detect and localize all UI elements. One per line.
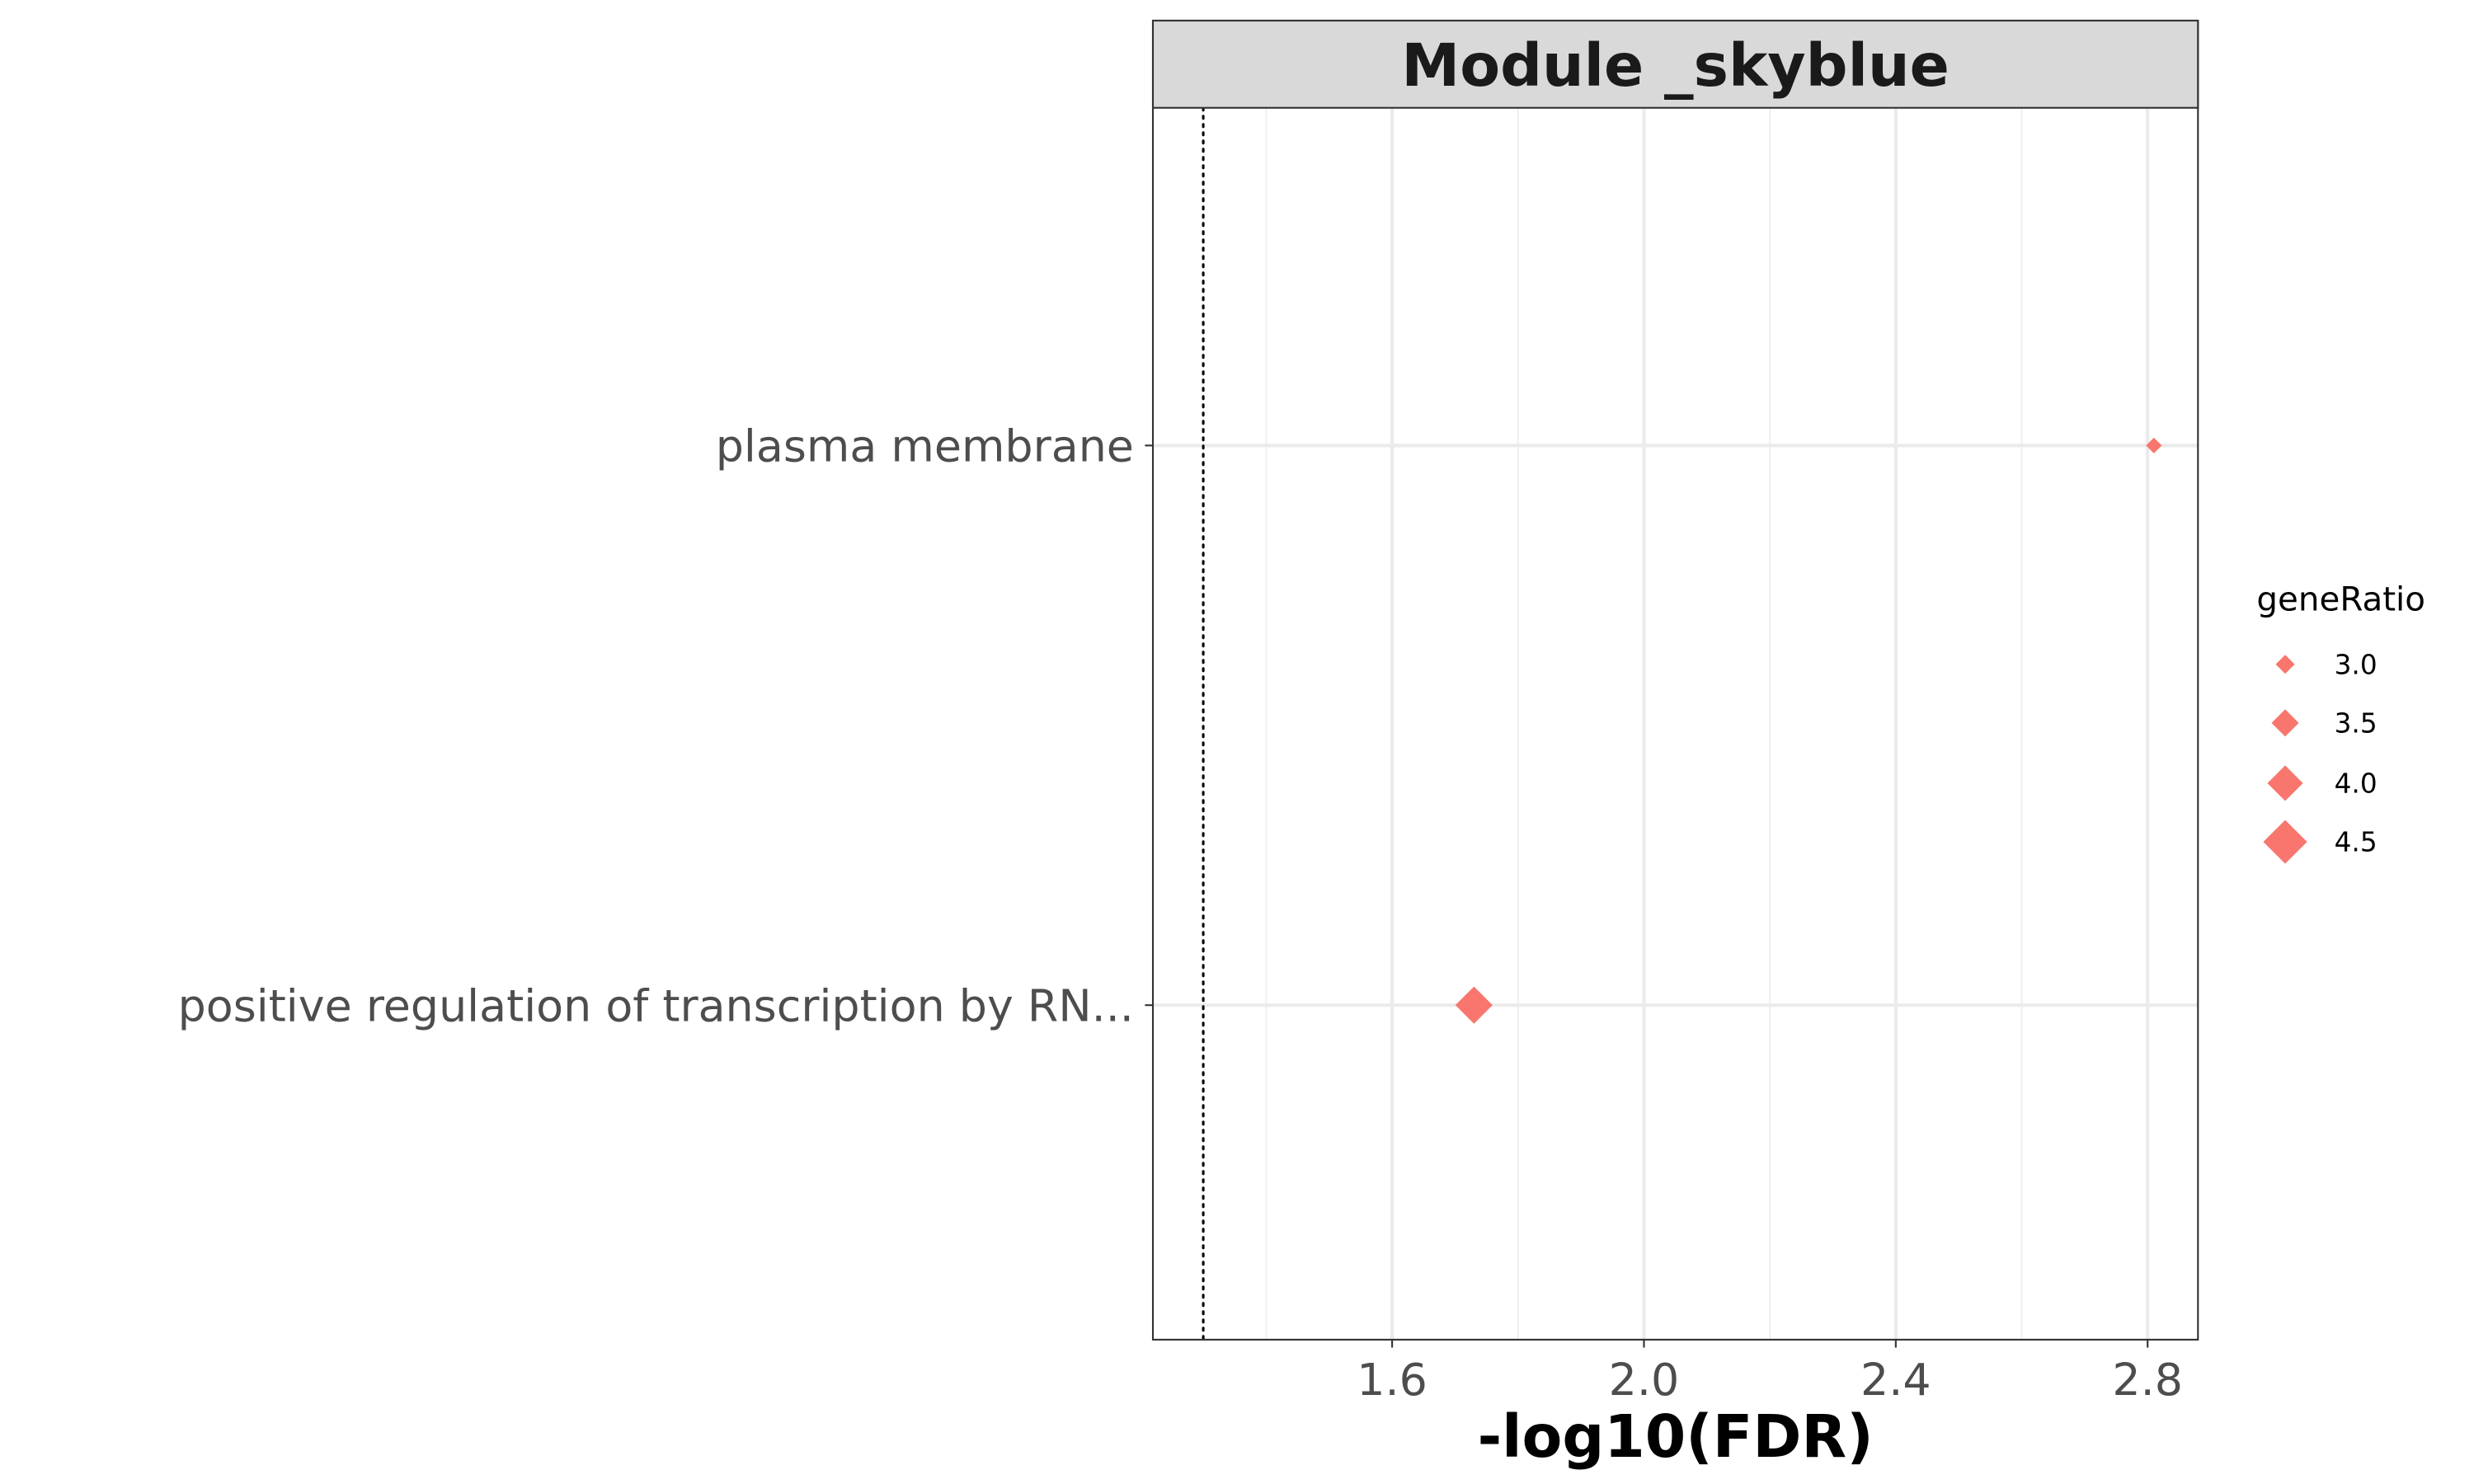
legend-key (2263, 819, 2307, 864)
x-tick-label: 2.8 (2112, 1354, 2183, 1406)
x-tick-label: 1.6 (1357, 1354, 1427, 1406)
x-tick-label: 2.4 (1860, 1354, 1931, 1406)
facet-strip (1151, 19, 2199, 109)
legend-label: 3.0 (2335, 649, 2378, 680)
legend-label: 3.5 (2335, 707, 2378, 739)
y-tick-label: plasma membrane (716, 420, 1134, 472)
legend-key (2275, 655, 2295, 674)
legend-key (2271, 709, 2299, 737)
legend-title: geneRatio (2256, 580, 2425, 618)
minor-gridlines (1265, 107, 2023, 1340)
facet-title: Module _skyblue (1401, 31, 1949, 100)
data-point (2146, 437, 2162, 453)
legend-items: 3.0 3.5 4.0 4.5 (2263, 649, 2378, 864)
x-axis-title: -log10(FDR) (1478, 1402, 1874, 1471)
y-axis: plasma membrane positive regulation of tr… (178, 420, 1154, 1031)
legend-label: 4.0 (2335, 768, 2378, 800)
legend: geneRatio 3.0 3.5 4.0 4.5 (2256, 580, 2425, 864)
major-gridlines (1153, 107, 2199, 1340)
y-tick-label: positive regulation of transcription by … (178, 979, 1134, 1031)
legend-label: 4.5 (2335, 827, 2378, 858)
plot-panel (1153, 107, 2199, 1340)
x-axis: 1.6 2.0 2.4 2.8 (1357, 1339, 2183, 1406)
x-tick-label: 2.0 (1609, 1354, 1680, 1406)
data-point (1455, 986, 1493, 1024)
data-points (1455, 437, 2162, 1024)
legend-key (2267, 765, 2303, 801)
